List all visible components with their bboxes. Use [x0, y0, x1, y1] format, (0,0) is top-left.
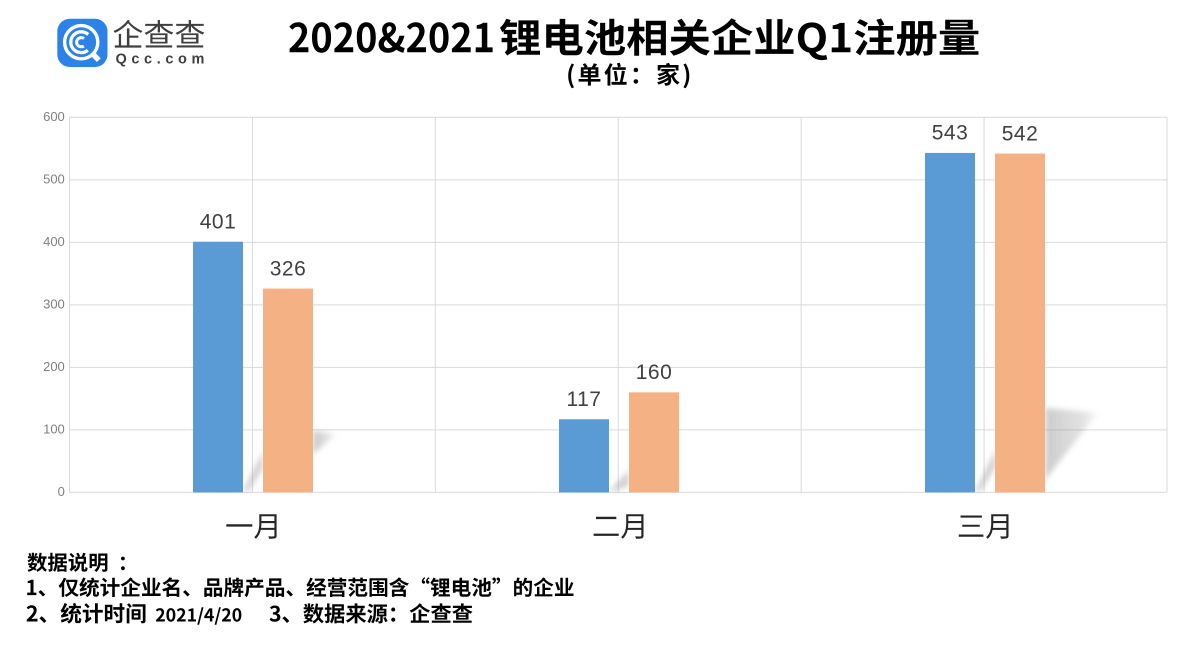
svg-text:300: 300: [43, 297, 65, 312]
svg-text:160: 160: [636, 361, 673, 384]
svg-text:0: 0: [58, 484, 65, 499]
svg-text:326: 326: [270, 257, 307, 280]
svg-text:Qcc.com: Qcc.com: [116, 51, 209, 67]
svg-text:600: 600: [43, 109, 65, 124]
svg-text:401: 401: [200, 210, 237, 233]
svg-text:542: 542: [1002, 122, 1039, 145]
svg-text:543: 543: [932, 122, 969, 145]
svg-text:117: 117: [567, 388, 602, 411]
svg-text:500: 500: [43, 172, 65, 187]
svg-text:400: 400: [43, 234, 65, 249]
svg-text:100: 100: [43, 422, 65, 437]
svg-text:200: 200: [43, 359, 65, 374]
